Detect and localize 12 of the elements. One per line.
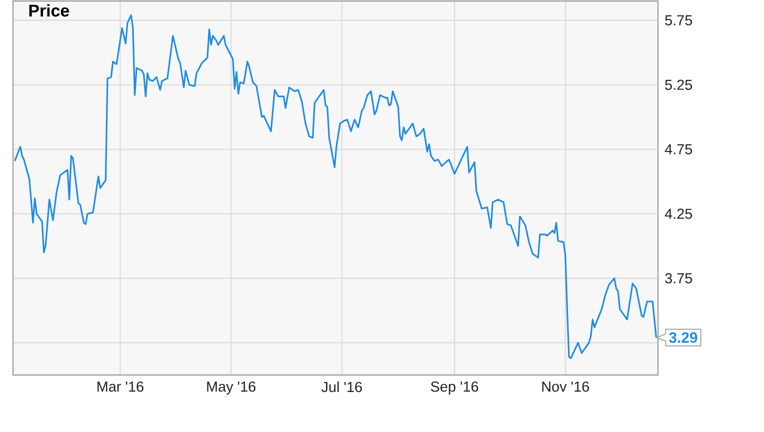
y-tick-label: 4.25 — [664, 208, 692, 219]
y-tick-label: 5.75 — [665, 15, 692, 26]
chart-title: Price — [29, 4, 70, 17]
y-tick-label: 4.75 — [664, 144, 692, 154]
x-tick-label: Jul '16 — [321, 382, 362, 392]
x-tick-label: Sep '16 — [430, 382, 478, 395]
x-tick-label: May '16 — [207, 382, 256, 395]
annotation: 3.29 — [669, 332, 698, 343]
x-tick-label: Nov '16 — [542, 382, 589, 392]
y-tick-label: 3.75 — [665, 273, 692, 284]
y-tick-label: 5.25 — [665, 80, 692, 90]
x-tick-label: Mar '16 — [98, 382, 144, 392]
